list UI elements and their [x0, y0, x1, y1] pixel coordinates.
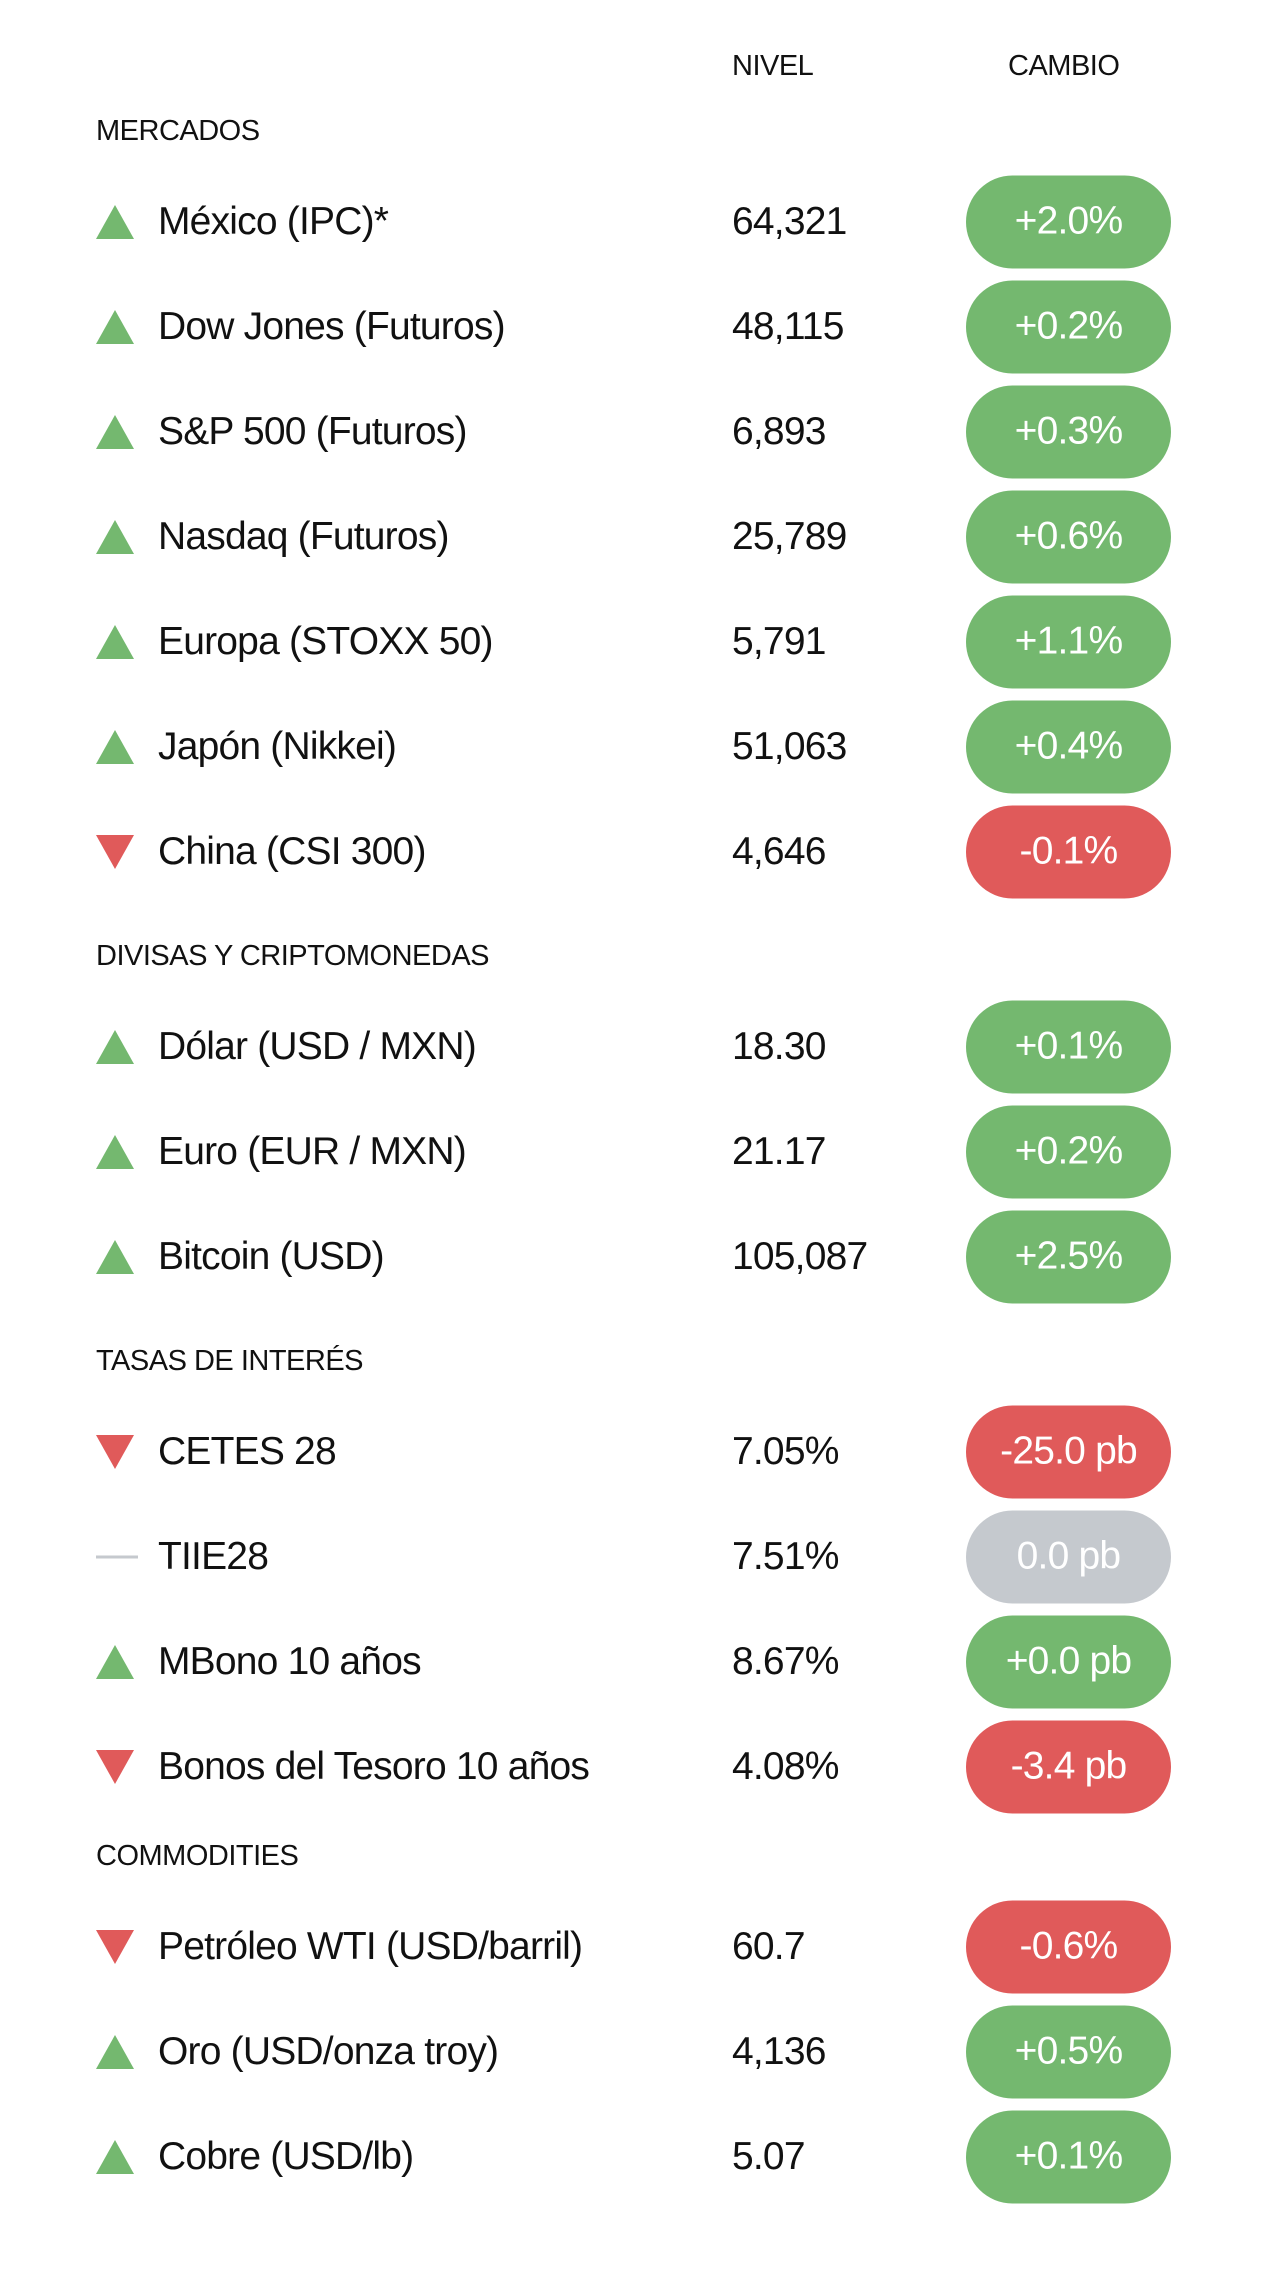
change-badge: +0.6% [966, 490, 1171, 583]
triangle-up-icon [96, 519, 134, 554]
change-badge: +0.0 pb [966, 1615, 1171, 1708]
table-row: Europa (STOXX 50) 5,791 +1.1% [0, 589, 1280, 694]
instrument-level: 4,136 [732, 2029, 826, 2073]
instrument-level: 8.67% [732, 1639, 839, 1683]
instrument-name: China (CSI 300) [158, 829, 426, 873]
instrument-name: Petróleo WTI (USD/barril) [158, 1924, 583, 1968]
instrument-level: 64,321 [732, 199, 847, 243]
table-row: Oro (USD/onza troy) 4,136 +0.5% [0, 1999, 1280, 2104]
instrument-level: 51,063 [732, 724, 847, 768]
instrument-level: 21.17 [732, 1129, 826, 1173]
triangle-down-icon [96, 1929, 134, 1964]
triangle-up-icon [96, 1029, 134, 1064]
instrument-level: 7.51% [732, 1534, 839, 1578]
triangle-up-icon [96, 1134, 134, 1169]
change-badge: -0.1% [966, 805, 1171, 898]
section-title: COMMODITIES [96, 1840, 299, 1872]
table-row: Cobre (USD/lb) 5.07 +0.1% [0, 2104, 1280, 2209]
change-badge: -25.0 pb [966, 1405, 1171, 1498]
change-badge: +0.1% [966, 2110, 1171, 2203]
instrument-name: S&P 500 (Futuros) [158, 409, 467, 453]
change-badge: 0.0 pb [966, 1510, 1171, 1603]
instrument-name: Nasdaq (Futuros) [158, 514, 449, 558]
table-row: Nasdaq (Futuros) 25,789 +0.6% [0, 484, 1280, 589]
table-row: Euro (EUR / MXN) 21.17 +0.2% [0, 1099, 1280, 1204]
instrument-name: Dow Jones (Futuros) [158, 304, 506, 348]
market-table: MERCADOS México (IPC)* 64,321 +2.0% Dow Jone… [0, 94, 1280, 2209]
instrument-name: MBono 10 años [158, 1639, 422, 1683]
section: DIVISAS Y CRIPTOMONEDAS Dólar (USD / MXN)… [0, 919, 1280, 1309]
instrument-name: Cobre (USD/lb) [158, 2134, 414, 2178]
triangle-up-icon [96, 204, 134, 239]
change-badge: +0.4% [966, 700, 1171, 793]
change-badge: -3.4 pb [966, 1720, 1171, 1813]
section: COMMODITIES Petróleo WTI (USD/barril) 60.7… [0, 1819, 1280, 2209]
section-title: MERCADOS [96, 115, 260, 147]
instrument-level: 48,115 [732, 304, 844, 348]
section: TASAS DE INTERÉS CETES 28 7.05% -25.0 pb TII… [0, 1324, 1280, 1819]
table-row: S&P 500 (Futuros) 6,893 +0.3% [0, 379, 1280, 484]
change-badge: +0.2% [966, 280, 1171, 373]
instrument-level: 5.07 [732, 2134, 806, 2178]
instrument-name: México (IPC)* [158, 199, 389, 243]
dash-icon [96, 1555, 138, 1558]
table-row: México (IPC)* 64,321 +2.0% [0, 169, 1280, 274]
change-badge: +2.0% [966, 175, 1171, 268]
instrument-name: Euro (EUR / MXN) [158, 1129, 467, 1173]
triangle-up-icon [96, 414, 134, 449]
table-row: TIIE28 7.51% 0.0 pb [0, 1504, 1280, 1609]
instrument-name: Japón (Nikkei) [158, 724, 397, 768]
instrument-level: 7.05% [732, 1429, 839, 1473]
table-row: Japón (Nikkei) 51,063 +0.4% [0, 694, 1280, 799]
section: MERCADOS México (IPC)* 64,321 +2.0% Dow Jone… [0, 94, 1280, 904]
section-title: DIVISAS Y CRIPTOMONEDAS [96, 940, 490, 972]
change-badge: +0.2% [966, 1105, 1171, 1198]
triangle-down-icon [96, 1434, 134, 1469]
instrument-name: TIIE28 [158, 1534, 269, 1578]
triangle-up-icon [96, 2034, 134, 2069]
change-badge: +0.1% [966, 1000, 1171, 1093]
instrument-name: CETES 28 [158, 1429, 337, 1473]
column-header-cambio: CAMBIO [1008, 50, 1120, 82]
table-row: CETES 28 7.05% -25.0 pb [0, 1399, 1280, 1504]
triangle-up-icon [96, 1239, 134, 1274]
table-row: Bonos del Tesoro 10 años 4.08% -3.4 pb [0, 1714, 1280, 1819]
change-badge: +0.5% [966, 2005, 1171, 2098]
instrument-level: 4,646 [732, 829, 826, 873]
instrument-level: 6,893 [732, 409, 826, 453]
triangle-down-icon [96, 1749, 134, 1784]
table-row: Bitcoin (USD) 105,087 +2.5% [0, 1204, 1280, 1309]
column-header-nivel: NIVEL [732, 50, 814, 82]
change-badge: +0.3% [966, 385, 1171, 478]
instrument-level: 4.08% [732, 1744, 839, 1788]
table-row: Dólar (USD / MXN) 18.30 +0.1% [0, 994, 1280, 1099]
triangle-up-icon [96, 2139, 134, 2174]
instrument-name: Dólar (USD / MXN) [158, 1024, 477, 1068]
instrument-name: Europa (STOXX 50) [158, 619, 493, 663]
triangle-up-icon [96, 1644, 134, 1679]
section-title: TASAS DE INTERÉS [96, 1345, 364, 1377]
triangle-down-icon [96, 834, 134, 869]
table-row: China (CSI 300) 4,646 -0.1% [0, 799, 1280, 904]
table-row: Petróleo WTI (USD/barril) 60.7 -0.6% [0, 1894, 1280, 1999]
change-badge: +1.1% [966, 595, 1171, 688]
instrument-level: 25,789 [732, 514, 847, 558]
table-row: Dow Jones (Futuros) 48,115 +0.2% [0, 274, 1280, 379]
instrument-name: Oro (USD/onza troy) [158, 2029, 499, 2073]
instrument-name: Bitcoin (USD) [158, 1234, 385, 1278]
instrument-level: 5,791 [732, 619, 826, 663]
instrument-level: 105,087 [732, 1234, 868, 1278]
instrument-name: Bonos del Tesoro 10 años [158, 1744, 590, 1788]
table-row: MBono 10 años 8.67% +0.0 pb [0, 1609, 1280, 1714]
change-badge: +2.5% [966, 1210, 1171, 1303]
triangle-up-icon [96, 309, 134, 344]
instrument-level: 18.30 [732, 1024, 826, 1068]
triangle-up-icon [96, 624, 134, 659]
change-badge: -0.6% [966, 1900, 1171, 1993]
instrument-level: 60.7 [732, 1924, 806, 1968]
triangle-up-icon [96, 729, 134, 764]
